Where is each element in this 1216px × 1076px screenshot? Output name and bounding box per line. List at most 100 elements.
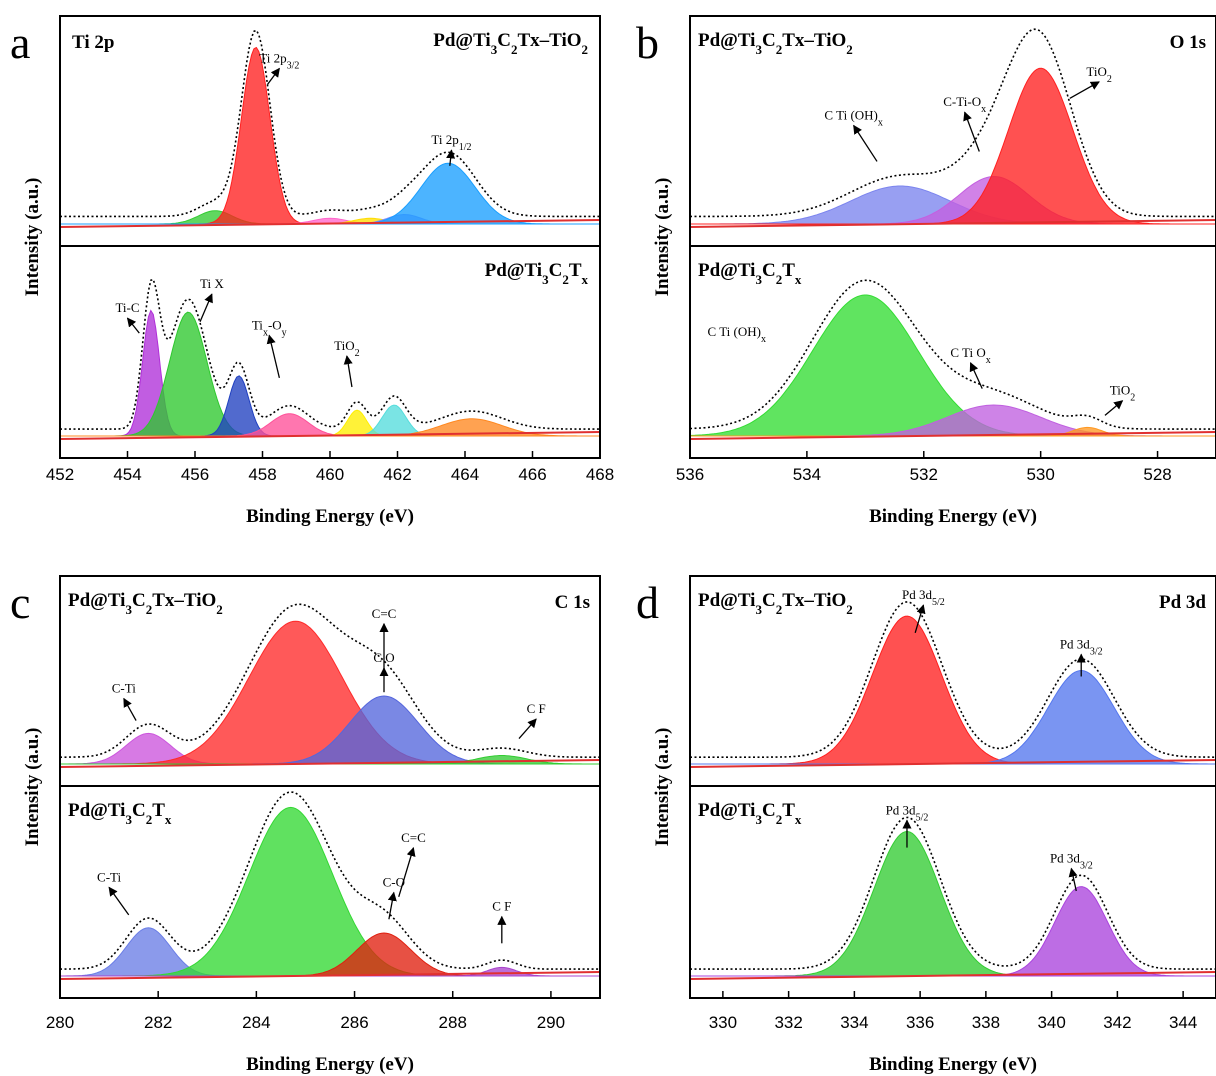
subplot-top: Pd@Ti3C2Tx–TiO2 C-Ti C=C C O C F <box>59 590 601 768</box>
peak-annotation: C-Ti <box>97 869 121 884</box>
annotation-arrow <box>963 111 980 152</box>
peak-annotation: C Ti Ox <box>950 345 990 366</box>
panel-c: c Intensity (a.u.) Binding Energy (eV) Pd@T… <box>10 575 601 1075</box>
peak-annotation: Tix-Oy <box>252 317 287 338</box>
peak-annotation: C Ti (OH)x <box>708 324 766 345</box>
peak-annotation: C=C <box>372 606 397 621</box>
subplot-bottom: Pd@Ti3C2Tx C-Ti C=C C-O C F <box>59 791 601 980</box>
background-line <box>689 759 1216 768</box>
x-tick-label: 282 <box>144 1013 172 1032</box>
background-line <box>689 971 1216 980</box>
annotation-arrow <box>267 67 280 85</box>
element-label: Pd 3d <box>1159 592 1206 613</box>
sample-label: Pd@Ti3C2Tx–TiO2 <box>433 30 588 57</box>
fit-peak-2 <box>690 175 1216 225</box>
fit-peak-1 <box>60 309 600 437</box>
annotation-arrow <box>1104 400 1124 416</box>
peak-annotation: TiO2 <box>334 338 359 359</box>
x-tick-label: 458 <box>248 465 276 484</box>
annotation-arrow <box>853 124 878 162</box>
peak-annotation: C=C <box>401 830 426 845</box>
panel-d: d Intensity (a.u.) Binding Energy (eV) Pd@T… <box>636 575 1216 1075</box>
x-tick-label: 288 <box>439 1013 467 1032</box>
peak-annotation: C F <box>527 701 546 716</box>
envelope-curve <box>690 28 1216 218</box>
sample-label: Pd@Ti3C2Tx <box>698 260 802 287</box>
x-tick-label: 334 <box>840 1013 868 1032</box>
y-axis-title: Intensity (a.u.) <box>22 178 43 297</box>
y-axis-title: Intensity (a.u.) <box>652 178 673 297</box>
sample-label: Pd@Ti3C2Tx–TiO2 <box>698 590 853 617</box>
x-tick-label: 344 <box>1169 1013 1197 1032</box>
subplot-bottom: Pd@Ti3C2Tx C Ti (OH)x C Ti Ox TiO2 <box>689 260 1216 440</box>
background-line <box>59 219 601 228</box>
peak-annotation: TiO2 <box>1110 383 1135 404</box>
background-line <box>59 971 601 980</box>
peak-annotation: C-O <box>383 875 405 890</box>
panel-letter: a <box>10 17 30 68</box>
peak-annotation: C-Ti-Ox <box>943 94 986 115</box>
annotation-arrow <box>969 362 983 389</box>
peak-annotation: Pd 3d3/2 <box>1060 636 1103 657</box>
y-axis-title: Intensity (a.u.) <box>22 728 43 847</box>
peak-annotation: TiO2 <box>1086 64 1111 85</box>
x-axis-title: Binding Energy (eV) <box>246 506 414 527</box>
annotation-arrow <box>518 718 537 739</box>
panel-letter: c <box>10 577 30 628</box>
annotation-arrow <box>199 293 213 322</box>
x-tick-label: 342 <box>1103 1013 1131 1032</box>
x-tick-label: 462 <box>383 465 411 484</box>
envelope-curve <box>690 816 1216 970</box>
sample-label: Pd@Ti3C2Tx <box>68 800 172 827</box>
fit-peak-2 <box>60 46 600 225</box>
envelope-curve <box>60 29 600 218</box>
x-tick-label: 336 <box>906 1013 934 1032</box>
peak-annotation: Ti-C <box>115 300 139 315</box>
peak-annotation: Ti 2p1/2 <box>431 132 471 153</box>
envelope-curve <box>690 279 1216 430</box>
subplot-bottom: Pd@Ti3C2Tx Ti-C Ti X Tix-Oy TiO2 <box>59 260 601 440</box>
x-axis-title: Binding Energy (eV) <box>869 506 1037 527</box>
plot-frame <box>689 15 1216 459</box>
x-axis-title: Binding Energy (eV) <box>246 1054 414 1075</box>
envelope-curve <box>60 603 600 758</box>
peak-annotation: Pd 3d5/2 <box>886 802 929 823</box>
panel-letter: d <box>636 577 659 628</box>
x-tick-label: 466 <box>518 465 546 484</box>
panel-b: b Intensity (a.u.) Binding Energy (eV) Pd@T… <box>636 15 1216 527</box>
x-tick-label: 532 <box>910 465 938 484</box>
x-tick-label: 452 <box>46 465 74 484</box>
annotation-arrow <box>398 846 416 898</box>
subplot-top: Pd@Ti3C2Tx–TiO2 Ti 2p3/2 Ti 2p1/2 <box>59 29 601 228</box>
x-tick-label: 468 <box>586 465 614 484</box>
sample-label: Pd@Ti3C2Tx–TiO2 <box>68 590 223 617</box>
panel-letter: b <box>636 17 659 68</box>
x-axis-title: Binding Energy (eV) <box>869 1054 1037 1075</box>
annotation-arrow <box>446 149 456 166</box>
sample-label: Pd@Ti3C2Tx <box>698 800 802 827</box>
x-tick-label: 290 <box>537 1013 565 1032</box>
envelope-curve <box>60 278 600 430</box>
peak-annotation: Ti X <box>200 276 224 291</box>
annotation-arrow <box>123 697 137 721</box>
element-label: O 1s <box>1170 32 1206 53</box>
panel-a: a Intensity (a.u.) Binding Energy (eV) Pd@T… <box>10 15 614 527</box>
background-line <box>59 431 601 440</box>
subplot-top: Pd@Ti3C2Tx–TiO2 C Ti (OH)x C-Ti-Ox TiO2 <box>689 28 1216 228</box>
x-tick-label: 454 <box>113 465 141 484</box>
peak-annotation: C F <box>492 899 511 914</box>
peak-annotation: C-Ti <box>112 681 136 696</box>
fit-peak-6 <box>60 162 600 225</box>
annotation-arrow <box>108 886 130 916</box>
sample-label: Pd@Ti3C2Tx–TiO2 <box>698 30 853 57</box>
fit-peak-1 <box>690 830 1216 977</box>
y-axis-title: Intensity (a.u.) <box>652 728 673 847</box>
annotation-arrow <box>1068 867 1078 892</box>
background-line <box>689 219 1216 228</box>
annotation-arrow <box>126 317 140 334</box>
x-tick-label: 534 <box>793 465 821 484</box>
x-tick-label: 528 <box>1143 465 1171 484</box>
annotation-arrow <box>914 604 926 633</box>
element-label: Ti 2p <box>72 32 114 53</box>
